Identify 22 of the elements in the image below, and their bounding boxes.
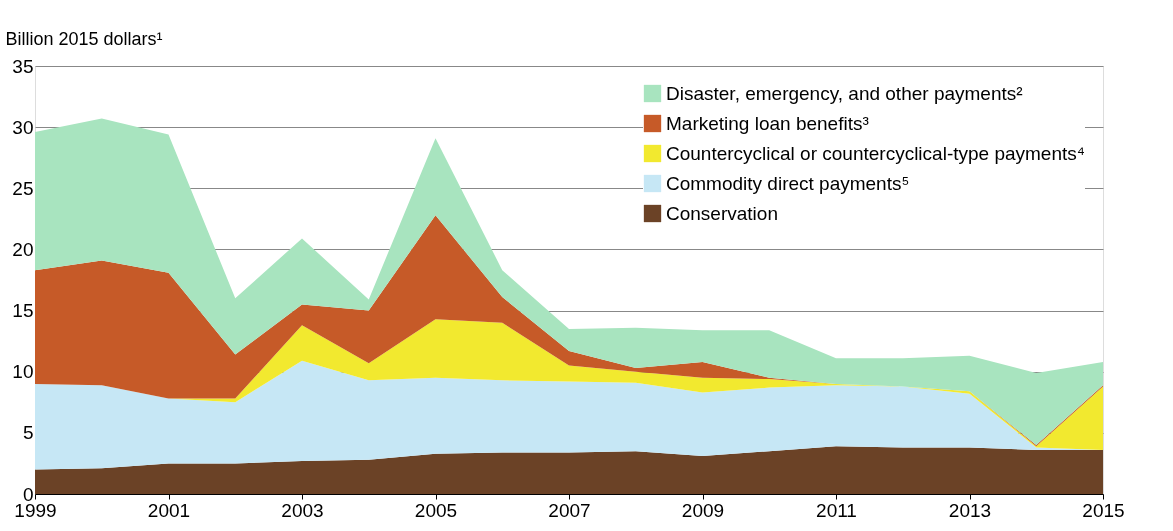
- x-tick-label: 2003: [281, 499, 324, 521]
- x-tick-label: 2005: [414, 499, 458, 521]
- y-tick-label: 5: [22, 422, 34, 444]
- y-tick-label: 35: [12, 55, 34, 77]
- y-tick-label: 20: [12, 238, 34, 260]
- y-axis-title: Billion 2015 dollars¹: [5, 28, 163, 49]
- y-tick-label: 10: [12, 361, 34, 383]
- x-tick-label: 2009: [681, 499, 725, 521]
- y-tick-label: 25: [12, 177, 34, 199]
- legend-label: Disaster, emergency, and other payments²: [666, 82, 1023, 104]
- legend-label: Marketing loan benefits³: [666, 112, 869, 134]
- x-tick-label: 2011: [816, 499, 857, 521]
- x-tick-label: 2001: [147, 499, 191, 521]
- y-tick-label: 30: [12, 116, 34, 138]
- legend-label: Commodity direct payments⁵: [666, 172, 910, 194]
- y-tick-label: 15: [12, 300, 34, 322]
- x-tick-label: 2013: [948, 499, 992, 521]
- legend-label: Countercyclical or countercyclical-type payments⁴: [666, 142, 1085, 164]
- x-tick-label: 2015: [1082, 499, 1125, 521]
- x-tick-label: 2007: [548, 499, 591, 521]
- legend-label: Conservation: [666, 202, 778, 224]
- y-tick-label: 0: [22, 483, 34, 505]
